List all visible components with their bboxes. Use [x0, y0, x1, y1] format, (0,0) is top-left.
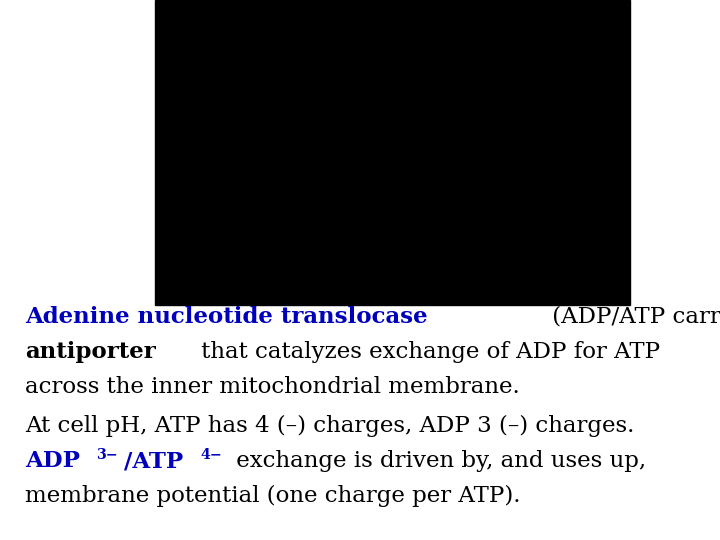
- Text: that catalyzes exchange of ADP for ATP: that catalyzes exchange of ADP for ATP: [194, 341, 660, 363]
- Text: across the inner mitochondrial membrane.: across the inner mitochondrial membrane.: [25, 376, 520, 398]
- Text: 4−: 4−: [200, 448, 222, 462]
- Text: /ATP: /ATP: [124, 450, 184, 472]
- Text: (ADP/ATP carrier) is an: (ADP/ATP carrier) is an: [544, 306, 720, 328]
- Text: Adenine nucleotide translocase: Adenine nucleotide translocase: [25, 306, 428, 328]
- Text: ADP: ADP: [25, 450, 80, 472]
- Text: exchange is driven by, and uses up,: exchange is driven by, and uses up,: [229, 450, 646, 472]
- Bar: [155, 0, 630, 305]
- Text: membrane potential (one charge per ATP).: membrane potential (one charge per ATP).: [25, 485, 521, 507]
- Text: 3−: 3−: [96, 448, 117, 462]
- Text: antiporter: antiporter: [25, 341, 156, 363]
- Text: At cell pH, ATP has 4 (–) charges, ADP 3 (–) charges.: At cell pH, ATP has 4 (–) charges, ADP 3…: [25, 415, 634, 437]
